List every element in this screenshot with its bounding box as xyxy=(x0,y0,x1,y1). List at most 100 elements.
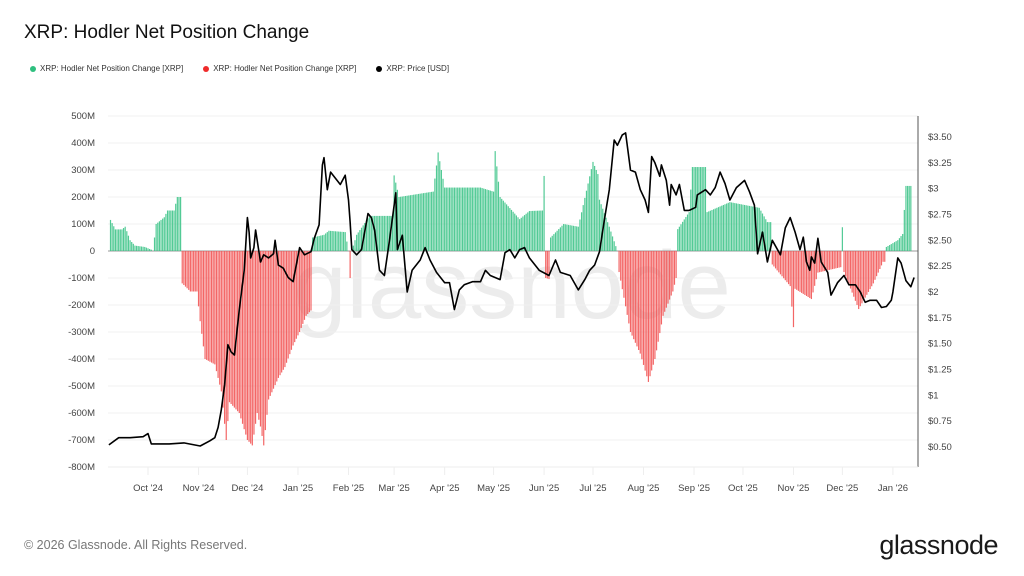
bar-positive xyxy=(677,229,679,251)
bar-negative xyxy=(295,251,297,339)
bar-positive xyxy=(411,194,413,251)
bar-negative xyxy=(644,251,646,371)
bar-positive xyxy=(344,232,346,251)
bar-positive xyxy=(170,210,172,251)
bar-negative xyxy=(792,251,795,328)
y-right-tick-label: $1.50 xyxy=(928,339,952,350)
y-left-tick-label: -100M xyxy=(68,273,95,284)
bar-negative xyxy=(276,251,278,382)
bar-negative xyxy=(189,251,191,292)
bar-negative xyxy=(830,251,832,270)
bar-negative xyxy=(851,251,853,293)
bar-positive xyxy=(732,202,734,251)
bar-positive xyxy=(341,231,343,251)
bar-positive xyxy=(175,203,177,251)
bar-positive xyxy=(887,245,889,251)
y-right-tick-label: $2.75 xyxy=(928,210,952,221)
bar-positive xyxy=(408,195,410,251)
bar-negative xyxy=(866,251,868,295)
bar-positive xyxy=(543,175,545,251)
bar-positive xyxy=(431,191,433,251)
bar-negative xyxy=(230,251,232,404)
bar-positive xyxy=(427,192,429,251)
bar-positive xyxy=(737,203,739,251)
bar-negative xyxy=(284,251,286,368)
bar-positive xyxy=(908,185,910,251)
bar-positive xyxy=(504,202,506,251)
bar-positive xyxy=(171,210,174,251)
bar-positive xyxy=(129,240,131,251)
bar-positive xyxy=(729,202,731,251)
bar-positive xyxy=(566,224,568,251)
bar-positive xyxy=(468,187,470,251)
bar-positive xyxy=(465,187,467,251)
legend-item-positive[interactable]: XRP: Hodler Net Position Change [XRP] xyxy=(30,64,183,73)
bar-positive xyxy=(698,167,700,251)
bar-positive xyxy=(890,244,892,251)
bar-negative xyxy=(779,251,782,275)
bar-positive xyxy=(709,210,711,251)
bar-positive xyxy=(519,219,521,251)
bar-negative xyxy=(880,251,883,266)
bar-positive xyxy=(747,205,749,251)
legend-item-price[interactable]: XRP: Price [USD] xyxy=(376,64,449,73)
bar-positive xyxy=(893,242,896,251)
bar-positive xyxy=(440,170,442,251)
bar-positive xyxy=(471,187,473,251)
bar-positive xyxy=(118,229,120,251)
glassnode-logo[interactable]: glassnode xyxy=(879,530,998,560)
bar-negative xyxy=(796,251,798,290)
bar-negative xyxy=(300,251,302,328)
bar-negative xyxy=(279,251,281,376)
bar-positive xyxy=(603,213,605,251)
bar-negative xyxy=(791,251,793,307)
bar-positive xyxy=(550,237,552,251)
bar-negative xyxy=(258,251,260,420)
y-left-tick-label: -500M xyxy=(68,381,95,392)
bar-positive xyxy=(460,187,462,251)
bar-negative xyxy=(289,251,291,355)
bar-negative xyxy=(835,251,837,269)
bar-negative xyxy=(188,251,190,290)
bar-positive xyxy=(512,211,514,251)
bar-positive xyxy=(910,185,912,251)
y-left-tick-label: -800M xyxy=(68,462,95,473)
bar-negative xyxy=(639,251,641,354)
bar-negative xyxy=(649,251,651,377)
bar-negative xyxy=(621,251,623,290)
bar-negative xyxy=(670,251,672,296)
y-left-tick-label: -400M xyxy=(68,354,95,365)
bar-negative xyxy=(186,251,188,289)
bar-positive xyxy=(473,187,475,251)
bar-negative xyxy=(204,251,206,359)
bar-negative xyxy=(827,251,829,271)
bar-negative xyxy=(245,251,247,435)
bar-negative xyxy=(828,251,830,270)
bar-positive xyxy=(331,231,333,251)
bar-positive xyxy=(334,231,337,251)
bar-negative xyxy=(628,251,630,324)
bar-negative xyxy=(783,251,785,279)
bar-positive xyxy=(525,213,527,251)
bar-positive xyxy=(841,227,843,251)
bar-positive xyxy=(766,222,768,251)
legend-item-negative[interactable]: XRP: Hodler Net Position Change [XRP] xyxy=(203,64,356,73)
bar-negative xyxy=(802,251,804,294)
bar-positive xyxy=(124,226,126,251)
bar-negative xyxy=(657,251,659,342)
bar-positive xyxy=(900,236,902,251)
bar-negative xyxy=(253,251,255,435)
bar-positive xyxy=(378,215,381,251)
bar-positive xyxy=(455,187,457,251)
bar-positive xyxy=(727,202,729,251)
bar-positive xyxy=(721,205,723,251)
bar-negative xyxy=(794,251,796,289)
bar-negative xyxy=(618,251,620,273)
bar-positive xyxy=(491,191,493,251)
bar-negative xyxy=(271,251,273,393)
bar-positive xyxy=(722,204,724,251)
bar-negative xyxy=(225,251,227,440)
bar-negative xyxy=(867,251,870,292)
bar-positive xyxy=(369,215,371,251)
bar-positive xyxy=(541,210,544,251)
